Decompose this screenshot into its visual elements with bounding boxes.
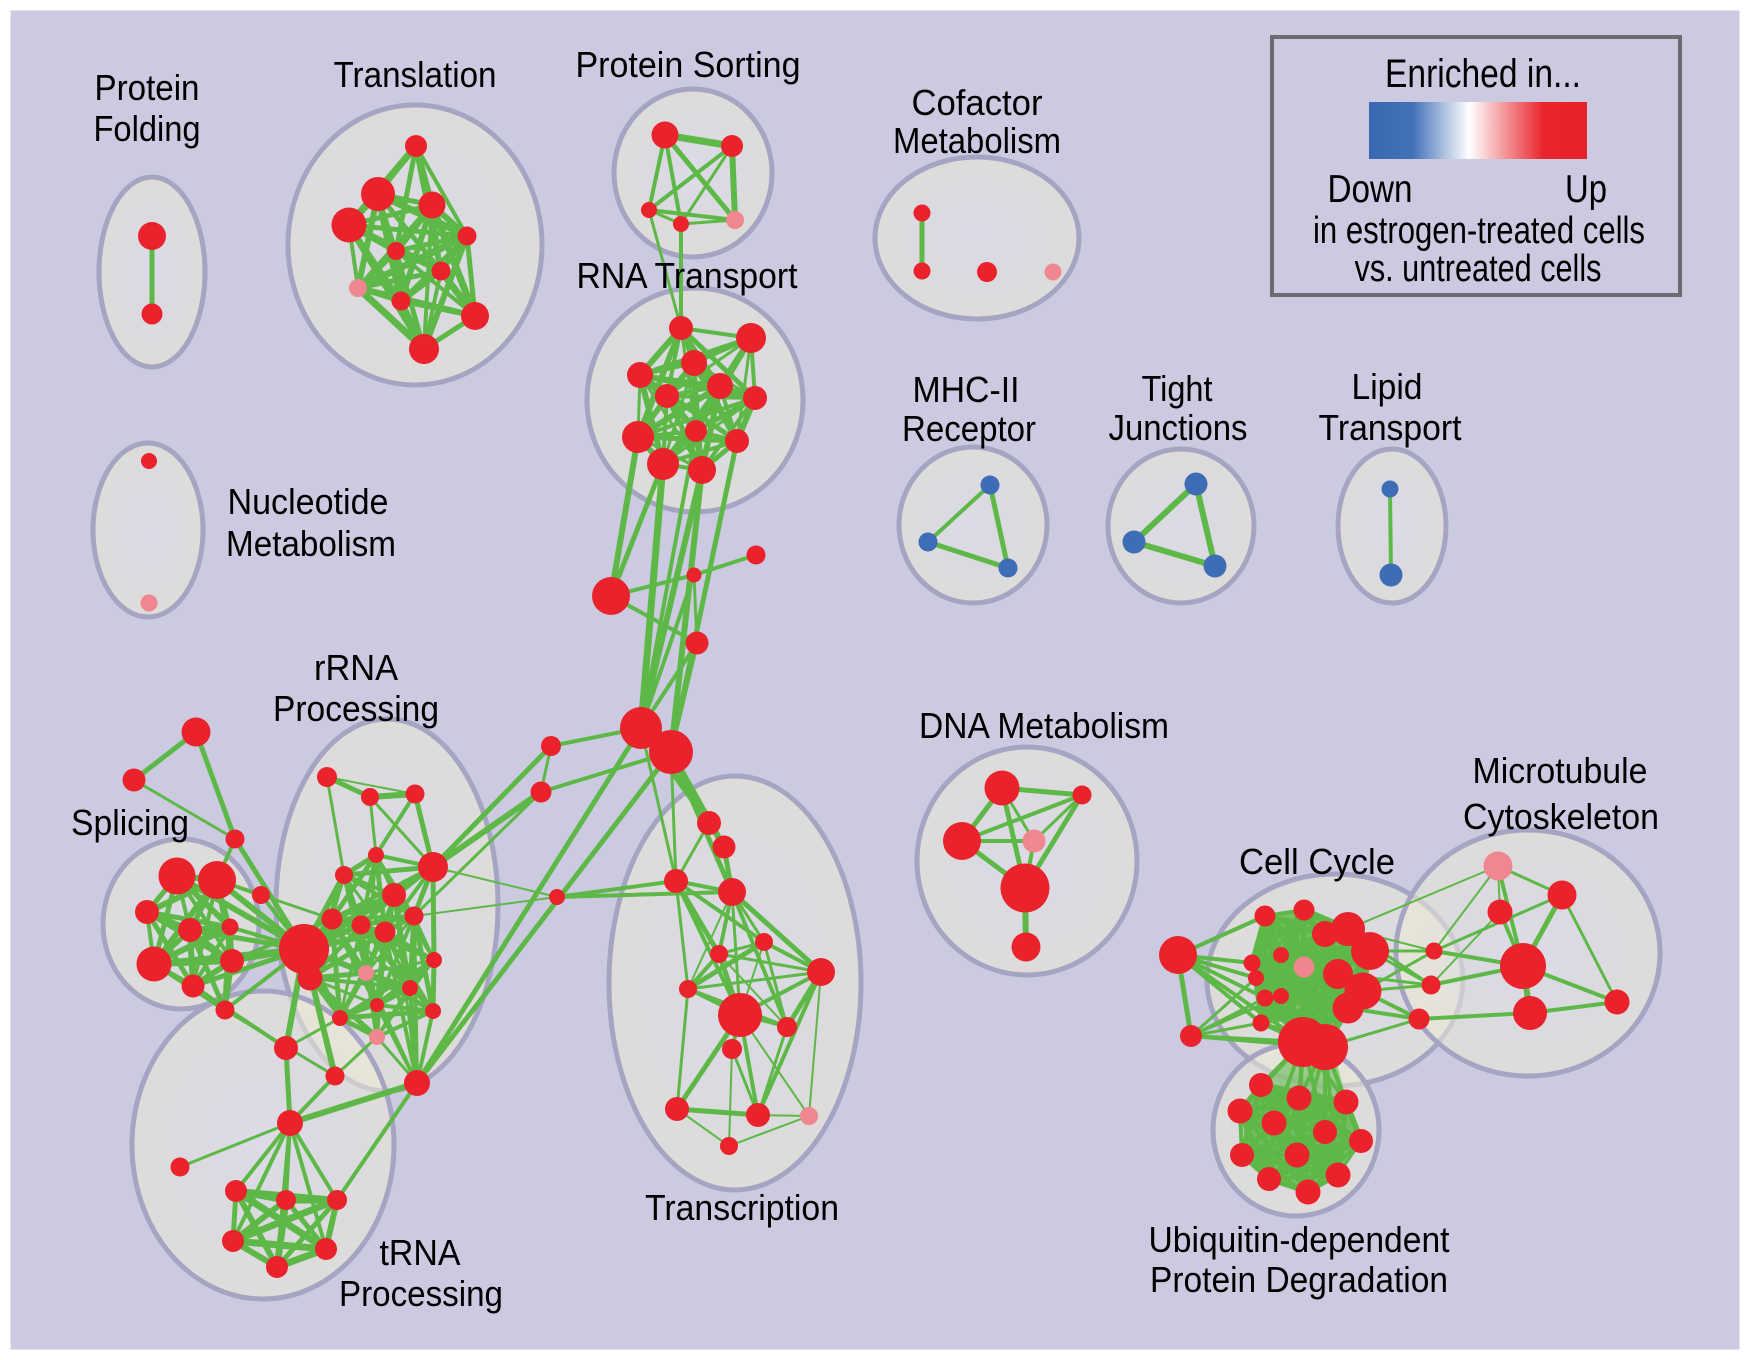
svg-text:Protein Sorting: Protein Sorting: [576, 44, 801, 85]
svg-text:Metabolism: Metabolism: [226, 523, 396, 564]
svg-text:Transport: Transport: [1319, 407, 1462, 448]
svg-text:tRNA: tRNA: [380, 1232, 461, 1273]
svg-text:Receptor: Receptor: [902, 408, 1036, 449]
svg-text:Nucleotide: Nucleotide: [228, 481, 389, 522]
svg-text:Enriched in...: Enriched in...: [1385, 52, 1581, 96]
svg-text:Microtubule: Microtubule: [1473, 750, 1648, 791]
svg-text:Junctions: Junctions: [1109, 407, 1248, 448]
svg-text:in estrogen-treated cells: in estrogen-treated cells: [1313, 210, 1645, 252]
svg-text:Cell Cycle: Cell Cycle: [1239, 841, 1395, 882]
svg-text:Tight: Tight: [1142, 368, 1213, 409]
svg-text:Cofactor: Cofactor: [912, 82, 1043, 123]
svg-text:Cytoskeleton: Cytoskeleton: [1463, 796, 1659, 837]
svg-text:rRNA: rRNA: [314, 647, 398, 688]
svg-text:RNA Transport: RNA Transport: [577, 255, 798, 296]
svg-text:Protein Degradation: Protein Degradation: [1150, 1259, 1448, 1300]
svg-text:DNA Metabolism: DNA Metabolism: [919, 705, 1169, 746]
svg-text:Folding: Folding: [94, 108, 201, 149]
svg-text:Transcription: Transcription: [645, 1187, 839, 1228]
svg-text:vs. untreated cells: vs. untreated cells: [1355, 248, 1602, 290]
svg-text:Ubiquitin-dependent: Ubiquitin-dependent: [1149, 1219, 1450, 1260]
svg-text:Lipid: Lipid: [1352, 366, 1423, 407]
svg-text:Protein: Protein: [95, 67, 200, 108]
svg-text:Translation: Translation: [334, 54, 497, 95]
svg-text:Splicing: Splicing: [71, 802, 189, 843]
svg-text:Processing: Processing: [339, 1273, 503, 1314]
svg-text:Metabolism: Metabolism: [893, 120, 1061, 161]
svg-text:Up: Up: [1565, 168, 1607, 211]
svg-text:Down: Down: [1328, 168, 1413, 211]
svg-text:MHC-II: MHC-II: [913, 369, 1020, 410]
svg-text:Processing: Processing: [273, 688, 439, 729]
